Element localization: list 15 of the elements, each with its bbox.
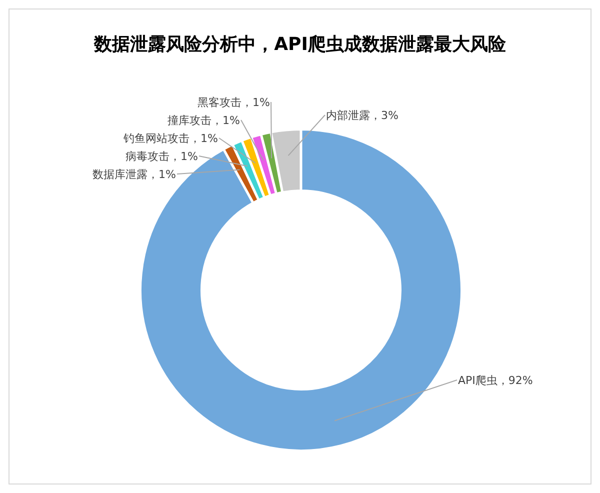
data-label: ，1% (190, 132, 218, 145)
data-label: ，1% (148, 168, 176, 181)
data-label: ，1% (242, 96, 270, 109)
slice-label: 数据库泄露 (92, 168, 148, 181)
slice-label: API爬虫 (458, 374, 498, 387)
chart-title: 数据泄露风险分析中，API爬虫成数据泄露最大风险 (93, 34, 507, 55)
slice-label: 钓鱼网站攻击 (122, 132, 190, 145)
data-label: ，1% (170, 150, 198, 163)
slice-label: 病毒攻击 (126, 150, 170, 163)
data-label: ，1% (212, 114, 240, 127)
slice-label: 撞库攻击 (168, 114, 212, 127)
data-label: ，3% (370, 109, 398, 122)
slice-label: 黑客攻击 (198, 96, 242, 109)
data-label: ，92% (497, 374, 533, 387)
slice-label: 内部泄露 (326, 109, 370, 122)
